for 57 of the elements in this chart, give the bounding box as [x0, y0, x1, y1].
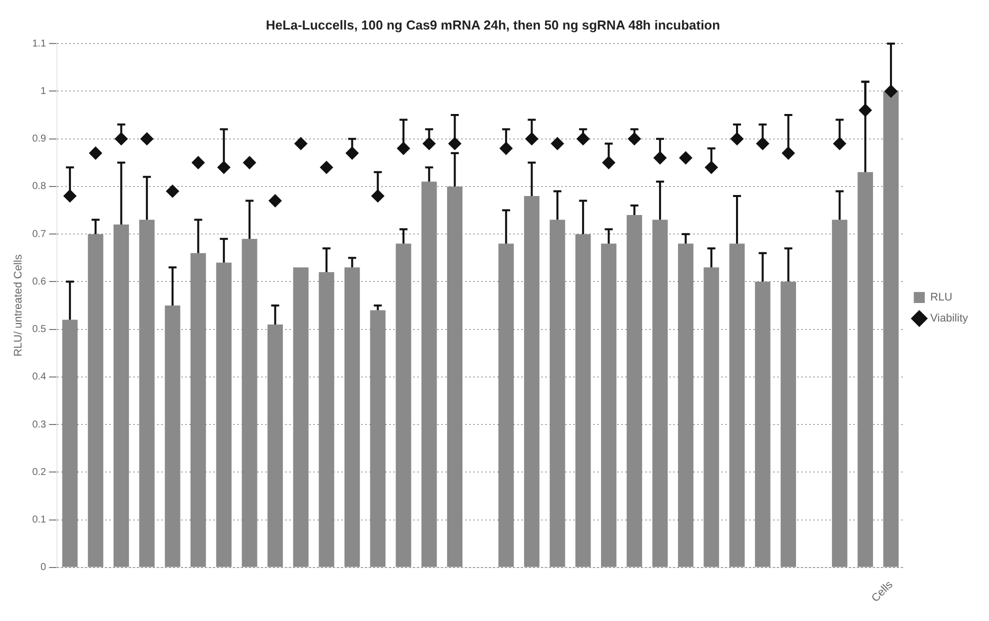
bar	[601, 244, 616, 567]
y-axis-title: RLU/ untreated Cells	[12, 254, 25, 357]
point	[550, 137, 564, 150]
bar	[344, 267, 360, 567]
bar	[242, 238, 258, 567]
point	[679, 151, 692, 164]
bar	[858, 172, 874, 567]
point	[268, 194, 282, 208]
bar	[704, 267, 720, 567]
bar	[421, 182, 437, 567]
bar	[88, 234, 104, 567]
point	[192, 156, 205, 170]
y-tick-label: 0.8	[32, 181, 47, 192]
y-tick-label: 0.9	[32, 134, 47, 145]
point	[243, 156, 256, 170]
bar	[267, 324, 283, 567]
y-tick-label: 1	[40, 86, 47, 97]
bar	[114, 224, 129, 567]
legend-label: RLU	[930, 292, 952, 304]
bar	[729, 244, 745, 567]
point	[166, 184, 180, 198]
bar	[575, 234, 591, 567]
bar	[293, 267, 309, 567]
bar	[396, 244, 412, 567]
point	[89, 146, 102, 160]
y-tick-label: 0.2	[32, 466, 47, 478]
bar	[678, 244, 694, 567]
bar	[626, 215, 642, 567]
y-tick-label: 0.3	[32, 419, 47, 430]
legend-label: Viability	[930, 312, 968, 325]
bar	[652, 220, 668, 567]
point	[320, 160, 334, 174]
y-tick-label: 0.4	[32, 372, 47, 383]
bar	[550, 220, 566, 567]
y-tick-label: 0.5	[32, 324, 47, 336]
bar	[164, 305, 180, 567]
bar	[780, 282, 796, 567]
bar	[883, 91, 899, 567]
y-tick-label: 0.1	[32, 514, 47, 526]
bar	[62, 320, 78, 567]
y-tick-label: 0	[40, 562, 47, 574]
bar	[524, 196, 540, 567]
y-tick-label: 1.1	[32, 38, 47, 50]
bar	[498, 244, 514, 567]
y-tick-label: 0.7	[32, 228, 47, 240]
bar	[190, 253, 206, 567]
bar	[318, 272, 334, 567]
point	[294, 137, 308, 150]
bar	[754, 282, 770, 567]
bar	[370, 310, 386, 567]
chart-title: HeLa-Luccells, 100 ng Cas9 mRNA 24h, then 50 ng sgRNA 48h incubation	[266, 17, 720, 32]
bar	[832, 220, 848, 567]
y-tick-label: 0.6	[32, 276, 47, 288]
bar	[447, 186, 462, 567]
point	[140, 132, 154, 146]
bar	[139, 220, 155, 567]
bar	[216, 262, 232, 567]
